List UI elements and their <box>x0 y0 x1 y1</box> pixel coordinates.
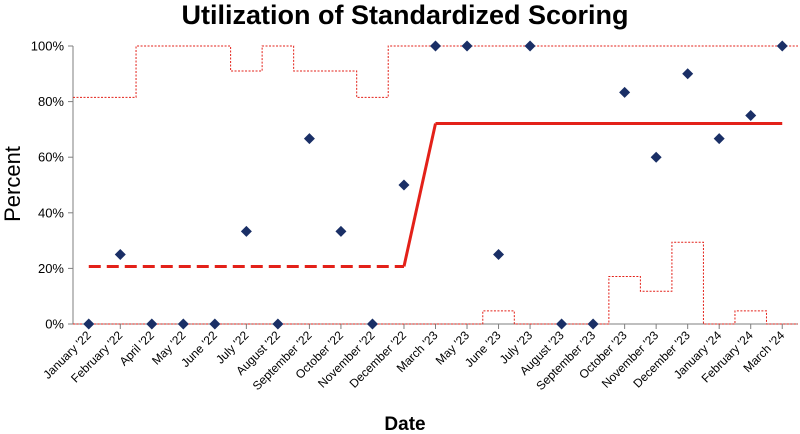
data-point-marker <box>556 318 568 330</box>
data-point-marker <box>430 40 441 52</box>
data-point-marker <box>303 133 315 145</box>
data-point-marker <box>587 318 599 330</box>
y-tick-label: 100% <box>31 39 65 54</box>
y-tick-label: 40% <box>38 205 64 220</box>
data-point-marker <box>146 318 158 330</box>
x-tick-label: April '22 <box>117 328 158 369</box>
data-point-marker <box>524 40 536 52</box>
data-point-marker <box>335 225 347 237</box>
data-point-marker <box>713 133 725 145</box>
data-point-marker <box>493 249 505 260</box>
data-point-marker <box>745 110 757 121</box>
data-point-marker <box>619 86 631 98</box>
y-tick-label: 80% <box>38 94 64 109</box>
data-point-marker <box>177 318 189 330</box>
data-point-marker <box>682 68 694 80</box>
data-point-marker <box>240 225 252 237</box>
y-axis-label: Percent <box>0 146 25 222</box>
x-axis-label: Date <box>384 414 425 434</box>
data-point-marker <box>209 318 221 330</box>
y-tick-label: 20% <box>38 261 64 276</box>
upper-control-limit <box>73 45 798 98</box>
data-point-marker <box>366 318 378 330</box>
data-point-marker <box>272 318 284 330</box>
center-line <box>88 122 783 268</box>
data-point-marker <box>461 40 473 52</box>
lower-control-limit <box>73 241 798 325</box>
data-point-marker <box>398 179 410 191</box>
control-limits <box>73 45 798 325</box>
data-point-marker <box>776 40 788 52</box>
data-point-marker <box>650 151 662 163</box>
data-point-marker <box>83 318 95 330</box>
data-points <box>83 40 788 330</box>
center-line-shift <box>402 123 437 267</box>
y-tick-label: 0% <box>45 317 64 332</box>
data-point-marker <box>114 249 126 260</box>
y-tick-label: 60% <box>38 150 64 165</box>
chart-title: Utilization of Standardized Scoring <box>181 0 628 30</box>
